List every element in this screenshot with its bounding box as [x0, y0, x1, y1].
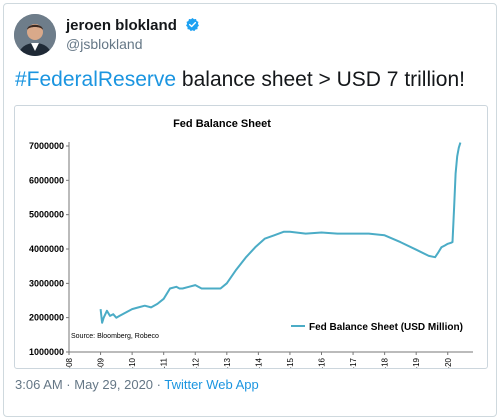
chart-axes	[68, 142, 473, 353]
y-tick-label: 7000000	[29, 141, 64, 151]
y-tick-label: 2000000	[29, 313, 64, 323]
x-tick-label: Jan-15	[286, 357, 295, 368]
y-tick-label: 5000000	[29, 210, 64, 220]
tweet-body: balance sheet > USD 7 trillion!	[176, 68, 465, 91]
x-tick-label: Jan-13	[223, 357, 232, 368]
x-tick-label: Jan-18	[381, 357, 390, 368]
tweet-card: jeroen blokland @jsblokland #FederalRese…	[3, 3, 497, 417]
y-tick-label: 1000000	[29, 347, 64, 357]
y-axis-ticks: 1000000 2000000 3000000 4000000 5000000 60000…	[29, 141, 69, 357]
author-name-text[interactable]: jeroen blokland	[66, 17, 177, 34]
hashtag-link[interactable]: #FederalReserve	[15, 68, 177, 91]
y-tick-label: 3000000	[29, 278, 64, 288]
tweet-media-chart[interactable]: Fed Balance Sheet 1000000 2000000 3000000 4…	[14, 105, 488, 369]
x-tick-label: Jan-20	[444, 357, 453, 368]
series-line	[99, 142, 462, 324]
y-tick-label: 4000000	[29, 244, 64, 254]
profile-photo	[14, 14, 56, 56]
chart-title: Fed Balance Sheet	[173, 118, 271, 130]
fed-balance-sheet-chart: Fed Balance Sheet 1000000 2000000 3000000 4…	[29, 118, 473, 368]
y-tick-label: 6000000	[29, 175, 64, 185]
chart-legend: Fed Balance Sheet (USD Million)	[291, 322, 463, 333]
x-tick-label: Jan-17	[349, 357, 358, 368]
x-tick-label: Jan-19	[412, 357, 421, 368]
author-handle[interactable]: @jsblokland	[66, 36, 143, 52]
tweet-text: #FederalReserve balance sheet > USD 7 tr…	[15, 68, 465, 92]
x-tick-label: Jan-09	[97, 357, 106, 368]
x-tick-label: Jan-10	[128, 357, 137, 368]
x-tick-label: Jan-11	[160, 357, 169, 368]
x-tick-label: Jan-12	[191, 357, 200, 368]
x-tick-label: Jan-16	[318, 357, 327, 368]
author-name[interactable]: jeroen blokland	[66, 17, 200, 34]
chart-series	[99, 142, 462, 324]
x-axis-ticks: Jan-08 Jan-09 Jan-10 Jan-11 Jan-12 Jan-13 Jan-…	[65, 352, 453, 368]
x-tick-label: Jan-08	[65, 357, 74, 368]
tweet-timestamp: 3:06 AM · May 29, 2020 · Twitter Web App	[15, 377, 259, 392]
source-link[interactable]: Twitter Web App	[164, 377, 259, 392]
legend-label: Fed Balance Sheet (USD Million)	[309, 322, 463, 333]
x-tick-label: Jan-14	[254, 357, 263, 368]
avatar[interactable]	[14, 14, 56, 56]
verified-badge-icon	[186, 17, 199, 32]
chart-source-note: Source: Bloomberg, Robeco	[71, 333, 159, 340]
timestamp-text[interactable]: 3:06 AM · May 29, 2020 ·	[15, 377, 165, 392]
